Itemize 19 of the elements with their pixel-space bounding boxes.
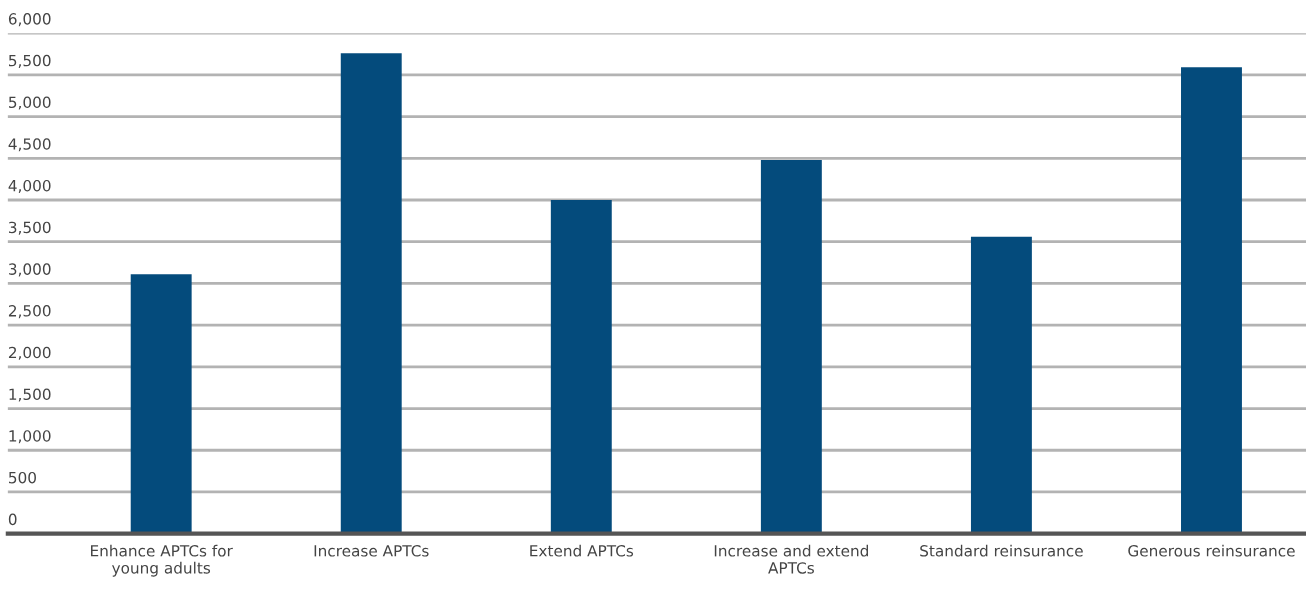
x-tick-label: Standard reinsurance: [920, 544, 1083, 557]
y-tick-label: 2,000: [8, 346, 51, 360]
x-tick-label: Increase and extend APTCs: [714, 544, 868, 574]
y-tick-label: 500: [9, 471, 36, 484]
x-tick-label: Generous reinsurance: [1128, 544, 1295, 557]
y-tick-label: 3,000: [9, 263, 51, 277]
y-tick-label: 4,500: [8, 138, 51, 152]
x-tick-label: Increase APTCs: [314, 545, 429, 557]
y-tick-label: 1,000: [9, 430, 51, 444]
y-tick-label: 0: [8, 513, 17, 526]
x-tick-label: Enhance APTCs for young adults: [91, 544, 233, 577]
y-tick-label: 5,500: [9, 54, 51, 68]
y-tick-label: 5,000: [9, 96, 51, 110]
y-tick-label: 3,500: [9, 221, 51, 235]
y-tick-label: 6,000: [8, 13, 51, 27]
y-tick-label: 2,500: [8, 305, 51, 319]
y-tick-label: 4,000: [8, 179, 51, 194]
y-tick-label: 1,500: [9, 388, 51, 402]
x-tick-label: Extend APTCs: [530, 544, 634, 557]
